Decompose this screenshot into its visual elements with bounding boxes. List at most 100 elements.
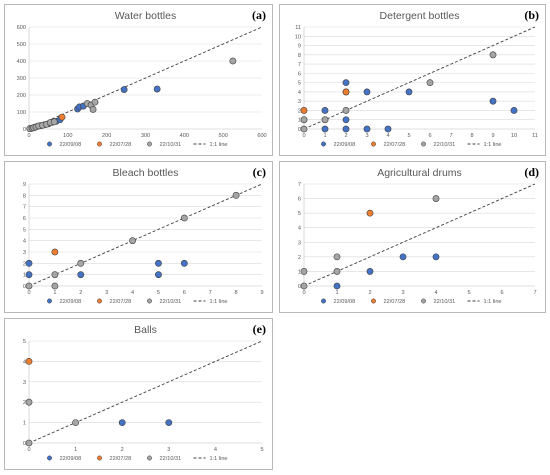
y-tick-label: 6 [23,216,26,222]
y-tick-label: 4 [298,226,301,232]
point-22-09-08 [363,88,371,96]
legend-marker [321,298,326,304]
point-22-10-31 [229,57,237,65]
y-tick-label: 7 [298,62,301,68]
x-tick-label: 10 [511,133,517,139]
one-to-one-line [28,26,263,130]
point-22-10-31 [489,51,497,59]
point-22-07-28 [300,107,308,114]
x-tick-label: 3 [365,133,368,139]
point-22-09-08 [510,107,518,114]
legend-marker [147,455,152,461]
y-tick-label: 6 [298,197,301,203]
y-tick-label: 1 [23,421,26,427]
point-22-10-31 [89,106,97,113]
point-22-10-31 [51,282,59,290]
point-22-09-08 [153,85,161,93]
x-tick-label: 6 [500,290,503,296]
y-tick-label: 0 [298,127,301,133]
point-22-07-28 [366,209,374,217]
y-tick-label: 1 [298,118,301,124]
y-tick-label: 3 [23,250,26,256]
x-tick-label: 7 [209,290,212,296]
legend-label: 22/07/28 [110,142,132,148]
legend-marker [47,455,52,461]
y-tick-label: 0 [23,127,26,133]
legend-marker [97,141,102,147]
legend-label: 22/07/28 [384,142,406,148]
x-tick-label: 3 [105,290,108,296]
x-tick-label: 8 [235,290,238,296]
panel-label: (e) [253,322,266,336]
x-tick-label: 300 [141,133,150,139]
panel-bleach-bottles: Bleach bottles (c) 0 1 2 3 4 5 6 7 8 9 0 1 2 3 4 5 6 7 8 9 22/… [4,161,273,313]
x-tick-label: 1 [53,290,56,296]
x-tick-label: 100 [63,133,72,139]
point-22-10-31 [25,398,33,406]
point-22-09-08 [321,107,329,114]
point-22-07-28 [51,248,59,256]
x-tick-label: 5 [260,447,263,453]
legend-label: 22/09/08 [334,142,356,148]
x-tick-label: 5 [157,290,160,296]
y-tick-label: 2 [23,261,26,267]
chart-a: Water bottles (a) 0 100 200 300 400 500 600 0 100 2… [17,8,267,148]
panel-label: (a) [252,8,266,22]
y-tick-label: 9 [23,182,26,188]
legend-label: 22/09/08 [60,456,82,462]
point-22-10-31 [432,195,440,202]
x-tick-label: 500 [218,133,227,139]
y-tick-label: 1 [298,269,301,275]
y-tick-label: 11 [295,25,301,31]
x-tick-label: 2 [344,133,347,139]
point-22-09-08 [77,271,85,279]
x-tick-label: 9 [491,133,494,139]
point-22-09-08 [155,259,162,267]
y-tick-label: 7 [298,182,301,188]
legend-label: 22/09/08 [60,299,82,305]
legend-label: 1:1 line [210,142,228,148]
point-22-10-31 [300,116,308,124]
x-tick-label: 7 [533,290,536,296]
chart-title: Balls [134,324,157,336]
chart-title: Detergent bottles [380,10,460,22]
panel-detergent-bottles: Detergent bottles (b) 0 1 2 3 4 5 6 7 8 9 10 11 0 1 2 3 4 5… [279,4,546,156]
point-22-09-08 [399,253,407,261]
x-tick-label: 8 [470,133,473,139]
panel-label: (c) [253,165,266,179]
point-22-09-08 [165,419,173,426]
y-tick-label: 400 [17,59,26,65]
y-tick-label: 10 [295,34,301,40]
one-to-one-line [28,340,263,444]
y-tick-label: 500 [17,42,26,48]
y-tick-label: 2 [298,255,301,261]
legend-label: 1:1 line [210,299,228,305]
x-tick-label: 4 [214,447,217,453]
x-tick-label: 4 [131,290,134,296]
panel-label: (b) [524,8,539,22]
y-tick-label: 0 [298,284,301,290]
x-tick-label: 0 [302,133,305,139]
legend-label: 22/10/31 [160,142,182,148]
x-tick-label: 3 [401,290,404,296]
point-22-09-08 [25,271,33,279]
legend-label: 1:1 line [484,142,502,148]
legend-marker [421,298,426,304]
x-tick-label: 400 [180,133,189,139]
point-22-10-31 [25,439,33,447]
x-tick-label: 200 [102,133,111,139]
legend-label: 1:1 line [484,299,502,305]
legend-marker [371,141,376,147]
panel-agricultural-drums: Agricultural drums (d) 0 1 2 3 4 5 6 7 0 1 2 3 4 5 6 7 22/… [279,161,546,313]
x-tick-label: 1 [74,447,77,453]
point-22-09-08 [321,125,329,133]
x-tick-label: 4 [434,290,437,296]
chart-title: Water bottles [115,10,176,22]
legend-label: 22/10/31 [160,456,182,462]
legend-marker [321,141,326,147]
point-22-10-31 [91,98,99,106]
chart-c: Bleach bottles (c) 0 1 2 3 4 5 6 7 8 9 0 1 2 3 4 5 6 7 8 9 22/… [23,165,266,305]
panel-label: (d) [524,165,539,179]
x-tick-label: 5 [467,290,470,296]
point-22-07-28 [25,358,33,365]
